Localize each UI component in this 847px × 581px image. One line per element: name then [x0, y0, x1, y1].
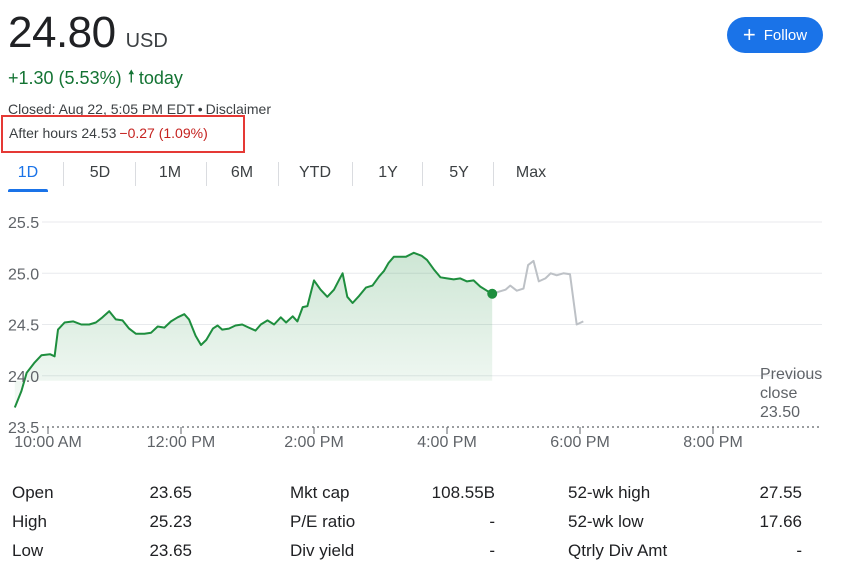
closed-time: Closed: Aug 22, 5:05 PM EDT — [8, 101, 195, 117]
stat-value: 17.66 — [759, 512, 802, 531]
stat-label: Open — [12, 483, 54, 502]
after-hours-price: After hours 24.53 — [9, 125, 117, 141]
tab-5y[interactable]: 5Y — [449, 164, 469, 181]
y-tick-label: 25.0 — [8, 266, 39, 283]
stat-label: Mkt cap — [290, 483, 350, 502]
x-tick-label: 6:00 PM — [550, 434, 610, 451]
currency-label: USD — [125, 30, 168, 52]
x-tick-label: 12:00 PM — [147, 434, 215, 451]
current-price: 24.80 — [8, 8, 116, 57]
stat-label: Div yield — [290, 541, 355, 560]
tab-divider — [493, 162, 494, 186]
stat-value: 108.55B — [431, 483, 495, 502]
previous-close-label: 23.50 — [760, 404, 800, 421]
disclaimer-link[interactable]: Disclaimer — [205, 101, 272, 117]
x-tick-label: 8:00 PM — [683, 434, 743, 451]
tab-5d[interactable]: 5D — [89, 164, 111, 181]
follow-label: Follow — [763, 26, 808, 44]
price-header: 24.80 USD — [8, 8, 168, 58]
tab-1m[interactable]: 1M — [158, 164, 182, 181]
change-period: today — [138, 68, 183, 88]
tab-divider — [63, 162, 64, 186]
y-tick-label: 24.5 — [8, 318, 39, 335]
regular-session-area — [14, 252, 493, 427]
stat-value: - — [796, 541, 802, 560]
tab-6m[interactable]: 6M — [230, 164, 254, 181]
after-hours-box: After hours 24.53 −0.27 (1.09%) — [1, 115, 245, 153]
arrow-up-icon: 🠕 — [127, 67, 135, 86]
stat-value: - — [489, 541, 495, 560]
tab-divider — [352, 162, 353, 186]
stat-value: 23.65 — [149, 483, 192, 502]
previous-close-label: Previous — [760, 366, 822, 383]
stat-value: 27.55 — [759, 483, 802, 502]
follow-button[interactable]: + Follow — [727, 17, 823, 53]
stat-label: Qtrly Div Amt — [568, 541, 668, 560]
plus-icon: + — [742, 22, 756, 47]
x-tick-label: 4:00 PM — [417, 434, 477, 451]
tab-divider — [278, 162, 279, 186]
x-tick-label: 2:00 PM — [284, 434, 344, 451]
y-tick-label: 23.5 — [8, 420, 39, 437]
stat-label: P/E ratio — [290, 512, 356, 531]
last-price-dot — [487, 288, 498, 299]
market-status: Closed: Aug 22, 5:05 PM EDT • Disclaimer — [8, 101, 272, 117]
after-hours-change: −0.27 (1.09%) — [119, 125, 208, 141]
y-tick-label: 25.5 — [8, 215, 39, 232]
key-stats: Open 23.65 High 25.23 Low 23.65 Mkt cap 108.55B… — [0, 478, 847, 578]
stat-value: 25.23 — [149, 512, 192, 531]
price-chart: 25.5 25.0 24.5 24.0 23.510:00 AM 12:00 PM 2:00… — [8, 215, 822, 451]
stat-value: - — [489, 512, 495, 531]
tab-max[interactable]: Max — [515, 164, 547, 181]
tab-divider — [422, 162, 423, 186]
stat-label: 52-wk low — [568, 512, 644, 531]
tab-divider — [206, 162, 207, 186]
stat-label: Low — [12, 541, 44, 560]
tab-1d[interactable]: 1D — [8, 156, 48, 192]
y-tick-label: 24.0 — [8, 369, 39, 386]
stat-value: 23.65 — [149, 541, 192, 560]
tab-divider — [135, 162, 136, 186]
change-value: +1.30 (5.53%) — [8, 68, 122, 88]
time-range-tabs: 1D 5D 1M 6M YTD 1Y 5Y Max — [0, 156, 847, 192]
regular-session-line — [13, 251, 493, 408]
after-hours-line — [491, 259, 584, 326]
x-tick-label: 10:00 AM — [14, 434, 82, 451]
tab-1y[interactable]: 1Y — [378, 164, 398, 181]
stat-label: 52-wk high — [568, 483, 651, 502]
previous-close-label: close — [760, 385, 797, 402]
stat-label: High — [12, 512, 47, 531]
price-change: +1.30 (5.53%) 🠕 today — [8, 64, 183, 93]
tab-ytd[interactable]: YTD — [299, 164, 331, 181]
